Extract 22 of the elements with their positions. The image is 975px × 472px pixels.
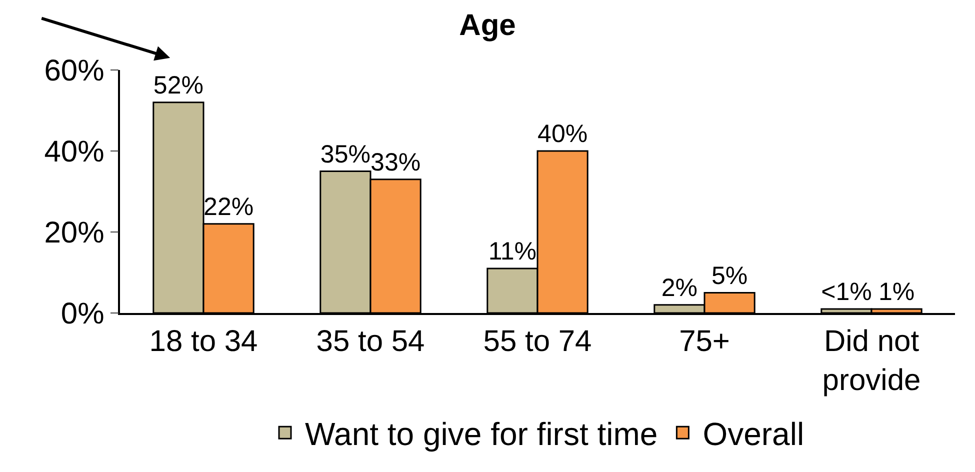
data-label: 33%	[370, 148, 421, 176]
x-tick-label: 75+	[679, 324, 730, 358]
data-label: 22%	[204, 192, 254, 221]
data-label: 1%	[878, 278, 915, 306]
y-tick-label: 0%	[60, 298, 104, 330]
x-tick-label: 55 to 74	[483, 324, 592, 358]
data-label: 40%	[538, 120, 588, 148]
data-label: <1%	[821, 278, 872, 306]
chart-title: Age	[459, 9, 516, 42]
y-tick-label: 40%	[44, 136, 104, 168]
legend-label: Want to give for first time	[305, 416, 658, 452]
data-label: 5%	[711, 262, 748, 290]
data-label: 35%	[320, 140, 370, 168]
y-tick-label: 60%	[44, 54, 104, 88]
data-label: 52%	[153, 71, 204, 100]
x-tick-label: 35 to 54	[316, 324, 425, 358]
data-label: 11%	[488, 237, 537, 266]
y-tick-label: 20%	[44, 216, 104, 250]
legend-label: Overall	[702, 416, 804, 452]
x-tick-label: 18 to 34	[149, 324, 258, 358]
x-tick-label: Did not provide	[822, 324, 921, 397]
data-label: 2%	[661, 274, 698, 302]
